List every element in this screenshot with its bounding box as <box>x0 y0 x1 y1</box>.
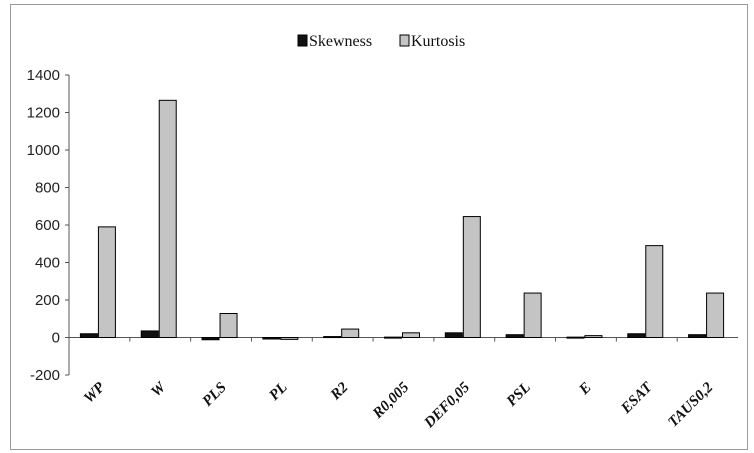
x-tick-label: R0,005 <box>369 379 412 422</box>
bar-skewness-taus02 <box>688 334 707 338</box>
y-tick-label: 800 <box>35 180 60 197</box>
bars <box>79 99 725 341</box>
bar-kurtosis-pl <box>280 337 299 340</box>
x-tick-label: ESAT <box>618 379 657 418</box>
x-tick-label: WP <box>81 379 109 407</box>
x-tick-label: E <box>576 380 595 399</box>
bar-skewness-pls <box>201 337 220 341</box>
bar-kurtosis-esat <box>645 245 664 338</box>
y-axis-ticks: -200 0 200 400 600 800 1000 1200 1400 <box>27 67 69 384</box>
legend-swatch-kurtosis <box>399 34 410 47</box>
x-tick-label: PSL <box>504 380 534 410</box>
bar-kurtosis-wp <box>97 226 116 338</box>
y-tick-label: -200 <box>30 367 60 384</box>
bar-kurtosis-w <box>158 99 177 338</box>
y-tick-label: 1000 <box>27 142 60 159</box>
bar-skewness-psl <box>505 334 524 338</box>
x-tick-label: DEF0,05 <box>421 379 474 432</box>
bar-kurtosis-psl <box>523 292 542 338</box>
bar-kurtosis-def005 <box>462 216 481 338</box>
legend-label-kurtosis: Kurtosis <box>411 33 465 50</box>
chart-frame <box>10 4 748 450</box>
x-axis-ticks: WP W PLS PL R2 R0,005 DEF0,05 PSL E ESAT TAUS0,2 <box>68 337 717 432</box>
bar-skewness-esat <box>627 333 646 338</box>
x-tick-label: TAUS0,2 <box>665 379 716 430</box>
bar-kurtosis-r2 <box>341 328 360 338</box>
x-tick-label: W <box>148 378 170 400</box>
bar-kurtosis-taus02 <box>706 292 725 338</box>
x-tick-label: PLS <box>200 380 230 410</box>
legend-swatch-skewness <box>297 34 308 47</box>
y-tick-label: 1400 <box>27 67 60 84</box>
bar-skewness-wp <box>79 333 98 338</box>
y-tick-label: 0 <box>52 330 60 347</box>
x-tick-label: PL <box>266 380 290 404</box>
bar-skewness-e <box>566 336 585 339</box>
bar-kurtosis-r0005 <box>402 332 420 338</box>
bar-skewness-pl <box>262 337 281 340</box>
bar-skewness-r2 <box>323 336 342 339</box>
legend: Skewness Kurtosis <box>297 33 465 50</box>
bar-kurtosis-pls <box>219 313 238 338</box>
bar-skewness-r0005 <box>384 336 402 339</box>
x-tick-label: R2 <box>327 379 352 404</box>
bar-skewness-w <box>140 330 159 338</box>
y-tick-label: 600 <box>35 217 60 234</box>
legend-label-skewness: Skewness <box>309 33 372 50</box>
y-tick-label: 1200 <box>27 105 60 122</box>
bar-kurtosis-e <box>584 335 603 338</box>
bar-skewness-def005 <box>444 332 463 338</box>
y-tick-label: 400 <box>35 255 60 272</box>
y-tick-label: 200 <box>35 292 60 309</box>
